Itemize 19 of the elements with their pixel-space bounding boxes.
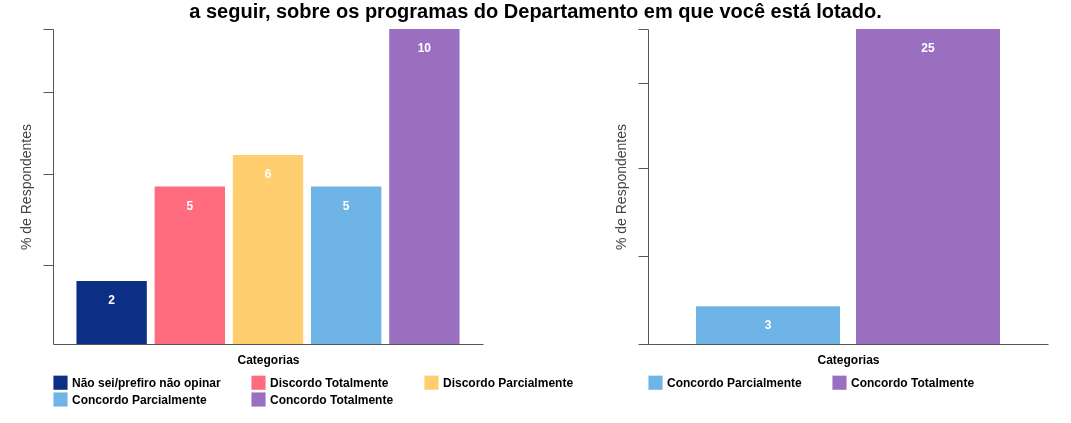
- data-label: 2: [108, 293, 116, 307]
- data-label: 5: [186, 198, 194, 213]
- legend-label: Concordo Parcialmente: [72, 392, 208, 407]
- legend-label: Concordo Totalmente: [851, 375, 975, 390]
- legend-label: Concordo Totalmente: [270, 392, 394, 407]
- text: a seguir, sobre os programas do Departamento em que você está lotado.: [188, 0, 883, 24]
- x-axis-title: Categorias: [237, 352, 300, 367]
- legend-label: Concordo Parcialmente: [667, 375, 803, 390]
- legend-label: Discordo Parcialmente: [443, 375, 574, 390]
- data-label: 6: [264, 167, 272, 181]
- data-label: 5: [342, 198, 350, 213]
- y-axis-title: % de Respondentes: [612, 123, 629, 251]
- data-label: 3: [764, 318, 772, 333]
- legend-label: Discordo Totalmente: [270, 375, 389, 390]
- data-label: 10: [417, 41, 432, 55]
- y-axis-title: % de Respondentes: [17, 123, 34, 251]
- legend-label: Não sei/prefiro não opinar: [72, 375, 222, 390]
- x-axis-title: Categorias: [817, 352, 880, 367]
- data-label: 25: [921, 41, 935, 55]
